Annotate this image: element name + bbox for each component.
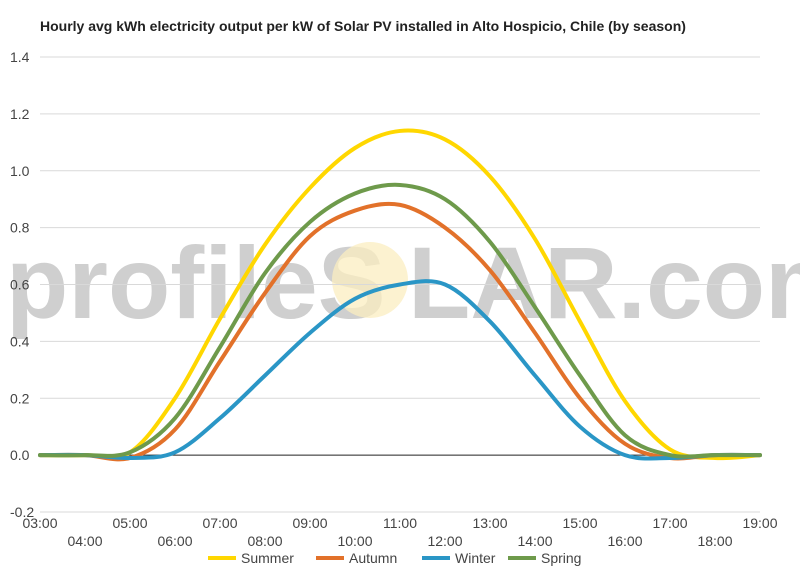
x-tick-label: 18:00	[697, 533, 732, 549]
series-line-autumn	[38, 201, 762, 462]
y-tick-label: 0.8	[10, 220, 30, 236]
series-line-summer	[38, 128, 762, 461]
series-line-winter	[38, 279, 762, 461]
y-axis-ticks: -0.2 0.0 0.2 0.4 0.6 0.8 1.0 1.2 1.4	[10, 49, 34, 520]
legend-item-autumn: Autumn	[316, 550, 397, 566]
legend-label: Winter	[455, 550, 496, 566]
x-tick-label: 16:00	[607, 533, 642, 549]
x-tick-label: 08:00	[247, 533, 282, 549]
legend-label: Spring	[541, 550, 581, 566]
watermark-left: profileS	[6, 226, 386, 340]
legend-item-winter: Winter	[422, 550, 496, 566]
x-tick-label: 03:00	[22, 515, 57, 531]
x-tick-label: 13:00	[472, 515, 507, 531]
x-tick-label: 19:00	[742, 515, 777, 531]
y-tick-label: 1.4	[10, 49, 30, 65]
series-line-spring	[38, 182, 762, 459]
x-tick-label: 04:00	[67, 533, 102, 549]
x-tick-label: 05:00	[112, 515, 147, 531]
y-tick-label: -0.2	[10, 504, 34, 520]
legend-label: Summer	[241, 550, 294, 566]
y-tick-label: 1.2	[10, 106, 30, 122]
x-axis-ticks: 03:00 04:00 05:00 06:00 07:00 08:00 09:00 10:00…	[22, 515, 777, 549]
x-tick-label: 06:00	[157, 533, 192, 549]
watermark-right: LAR.com	[408, 226, 800, 340]
series-lines	[38, 128, 762, 462]
legend-label: Autumn	[349, 550, 397, 566]
x-tick-label: 09:00	[292, 515, 327, 531]
y-tick-label: 0.2	[10, 390, 30, 406]
legend-item-spring: Spring	[508, 550, 581, 566]
y-tick-label: 0.6	[10, 277, 30, 293]
y-tick-label: 0.0	[10, 447, 30, 463]
y-tick-label: 1.0	[10, 163, 30, 179]
legend: Summer Autumn Winter Spring	[208, 550, 581, 566]
legend-item-summer: Summer	[208, 550, 294, 566]
x-tick-label: 15:00	[562, 515, 597, 531]
x-tick-label: 11:00	[383, 515, 417, 531]
x-tick-label: 14:00	[517, 533, 552, 549]
y-tick-label: 0.4	[10, 333, 30, 349]
x-tick-label: 10:00	[337, 533, 372, 549]
x-tick-label: 07:00	[202, 515, 237, 531]
x-tick-label: 17:00	[652, 515, 687, 531]
x-tick-label: 12:00	[427, 533, 462, 549]
chart-title: Hourly avg kWh electricity output per kW…	[40, 18, 686, 34]
